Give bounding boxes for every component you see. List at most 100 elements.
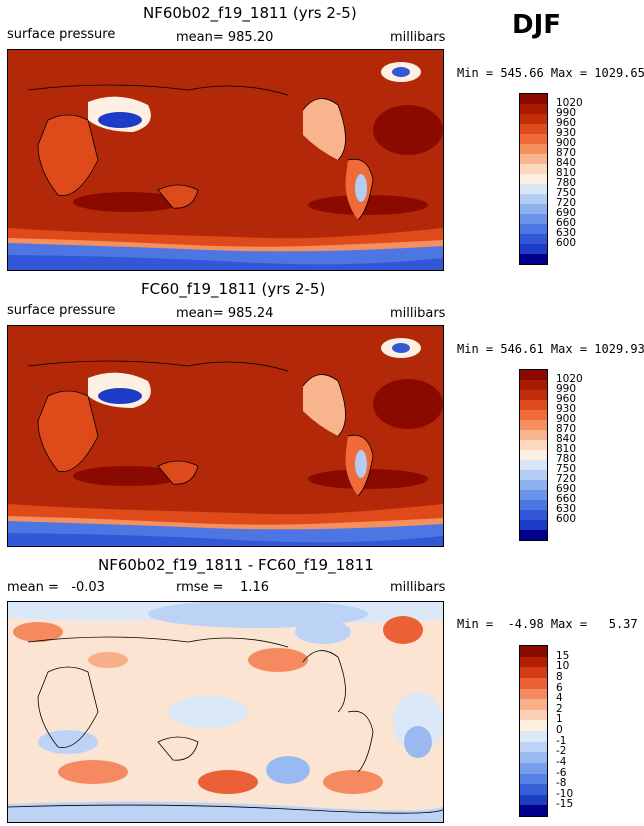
colorbar-swatch: [520, 390, 547, 400]
colorbar-swatch: [520, 114, 547, 124]
panel1-mean-label: mean= 985.20: [176, 30, 274, 45]
colorbar-label: 750: [556, 463, 577, 475]
panel1-map-svg: [8, 50, 443, 270]
colorbar-label: 600: [556, 237, 577, 249]
colorbar-label: 930: [556, 403, 577, 415]
colorbar-swatch: [520, 805, 547, 816]
colorbar-label: -15: [556, 798, 574, 811]
colorbar-swatch: [520, 762, 547, 774]
panel1-map: [7, 49, 444, 271]
colorbar-label: 1020: [556, 97, 583, 109]
panel3-map: [7, 601, 444, 823]
colorbar-swatch: [520, 254, 547, 264]
colorbar-label: 2: [556, 702, 563, 715]
colorbar-label: 8: [556, 670, 563, 683]
colorbar-label: -10: [556, 787, 574, 800]
panel3-minmax: Min = -4.98 Max = 5.37: [457, 617, 638, 631]
colorbar-label: 10: [556, 660, 570, 673]
colorbar-label: 600: [556, 513, 577, 525]
panel3-title: NF60b02_f19_1811 - FC60_f19_1811: [98, 556, 374, 574]
colorbar-swatch: [520, 500, 547, 510]
colorbar-label: -2: [556, 745, 567, 758]
colorbar-swatch: [520, 244, 547, 254]
panel1-units-label: millibars: [390, 30, 446, 45]
colorbar-swatch: [520, 490, 547, 500]
colorbar-label: 690: [556, 207, 577, 219]
colorbar-label: 720: [556, 473, 577, 485]
colorbar-swatch: [520, 420, 547, 430]
colorbar-swatch: [520, 440, 547, 450]
colorbar-swatch: [520, 677, 547, 689]
panel3-colorbar: [519, 645, 548, 817]
colorbar-label: 840: [556, 433, 577, 445]
colorbar-label: -4: [556, 755, 567, 768]
colorbar-swatch: [520, 530, 547, 540]
colorbar-label: 780: [556, 453, 577, 465]
panel2-units-label: millibars: [390, 306, 446, 321]
colorbar-swatch: [520, 400, 547, 410]
panel1-minmax: Min = 545.66 Max = 1029.65: [457, 66, 644, 80]
colorbar-swatch: [520, 134, 547, 144]
colorbar-swatch: [520, 204, 547, 214]
colorbar-label: 870: [556, 423, 577, 435]
colorbar-swatch: [520, 709, 547, 721]
colorbar-swatch: [520, 752, 547, 763]
colorbar-label: 660: [556, 493, 577, 505]
colorbar-swatch: [520, 784, 547, 795]
panel3-map-svg: [8, 602, 443, 822]
panel2-minmax: Min = 546.61 Max = 1029.93: [457, 342, 644, 356]
colorbar-label: -8: [556, 777, 567, 790]
colorbar-swatch: [520, 234, 547, 244]
colorbar-swatch: [520, 370, 547, 380]
colorbar-swatch: [520, 430, 547, 440]
colorbar-swatch: [520, 104, 547, 114]
colorbar-swatch: [520, 144, 547, 154]
colorbar-label: 840: [556, 157, 577, 169]
panel2-variable-label: surface pressure: [7, 303, 116, 318]
colorbar-swatch: [520, 460, 547, 470]
colorbar-label: 900: [556, 413, 577, 425]
colorbar-swatch: [520, 741, 547, 753]
colorbar-label: 720: [556, 197, 577, 209]
colorbar-label: 810: [556, 167, 577, 179]
colorbar-swatch: [520, 510, 547, 520]
colorbar-swatch: [520, 731, 547, 742]
panel2-colorbar: [519, 369, 548, 541]
colorbar-label: 660: [556, 217, 577, 229]
colorbar-swatch: [520, 667, 547, 678]
colorbar-swatch: [520, 699, 547, 710]
colorbar-swatch: [520, 773, 547, 785]
panel2-mean-label: mean= 985.24: [176, 306, 274, 321]
colorbar-label: 630: [556, 503, 577, 515]
panel1-colorbar: [519, 93, 548, 265]
colorbar-label: 1: [556, 713, 563, 726]
colorbar-label: 4: [556, 692, 563, 705]
colorbar-label: 0: [556, 724, 563, 736]
colorbar-swatch: [520, 174, 547, 184]
panel2-map: [7, 325, 444, 547]
panel3-mean-label: mean = -0.03: [7, 580, 105, 595]
colorbar-label: 780: [556, 177, 577, 189]
colorbar-label: 930: [556, 127, 577, 139]
colorbar-swatch: [520, 470, 547, 480]
panel1-title: NF60b02_f19_1811 (yrs 2-5): [143, 4, 357, 22]
colorbar-label: 690: [556, 483, 577, 495]
season-label: DJF: [512, 10, 562, 40]
colorbar-label: 990: [556, 107, 577, 119]
colorbar-swatch: [520, 656, 547, 668]
colorbar-swatch: [520, 154, 547, 164]
colorbar-label: 870: [556, 147, 577, 159]
colorbar-swatch: [520, 214, 547, 224]
colorbar-label: 630: [556, 227, 577, 239]
panel3-units-label: millibars: [390, 580, 446, 595]
colorbar-label: 810: [556, 443, 577, 455]
colorbar-label: 1020: [556, 373, 583, 385]
colorbar-label: 990: [556, 383, 577, 395]
colorbar-label: -6: [556, 766, 567, 779]
colorbar-swatch: [520, 450, 547, 460]
colorbar-swatch: [520, 720, 547, 731]
panel3-rmse-label: rmse = 1.16: [176, 580, 270, 595]
colorbar-swatch: [520, 224, 547, 234]
colorbar-swatch: [520, 688, 547, 700]
colorbar-swatch: [520, 94, 547, 104]
